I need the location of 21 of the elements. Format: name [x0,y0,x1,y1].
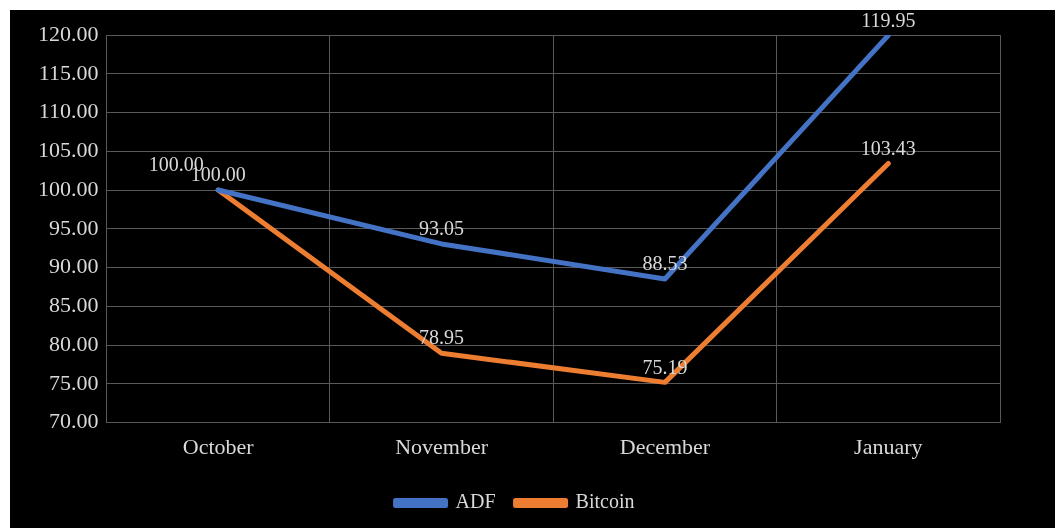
legend-label: ADF [455,490,496,513]
x-tick-label: January [854,433,923,459]
y-tick-label: 70.00 [49,408,99,434]
y-tick-label: 80.00 [49,330,99,356]
data-label: 119.95 [861,8,916,31]
y-tick-label: 110.00 [38,98,99,124]
y-tick-label: 75.00 [49,369,99,395]
x-tick-label: November [395,433,489,459]
y-tick-label: 105.00 [38,137,99,163]
data-label: 93.05 [419,217,465,240]
data-label: 78.95 [419,326,465,349]
y-tick-label: 85.00 [49,292,99,318]
y-tick-label: 115.00 [38,59,99,85]
y-tick-label: 100.00 [38,175,99,201]
data-label: 103.43 [860,136,916,159]
x-tick-label: December [619,433,711,459]
y-tick-label: 95.00 [49,214,99,240]
x-tick-label: October [182,433,255,459]
y-tick-label: 90.00 [49,253,99,279]
legend-label: Bitcoin [575,490,635,513]
y-tick-label: 120.00 [38,20,99,46]
